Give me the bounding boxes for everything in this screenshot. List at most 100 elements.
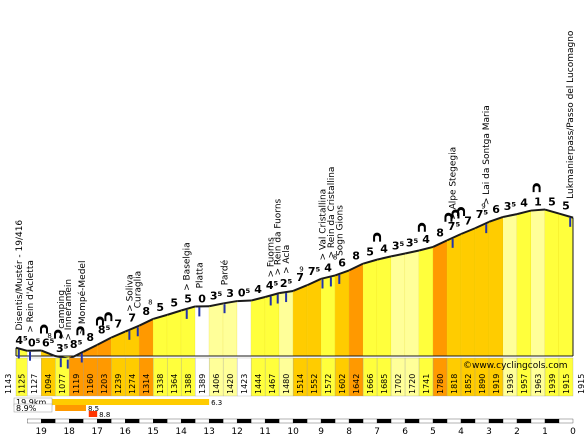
legend-bar (55, 405, 86, 411)
location-label: > Rein da Cristallina (327, 167, 337, 259)
profile-line (474, 220, 490, 230)
profile-segment (377, 256, 392, 356)
axis-stripe (348, 418, 364, 424)
profile-segment (293, 285, 308, 356)
elevation-label: 1780 (436, 374, 445, 394)
profile-line (558, 212, 574, 219)
tunnel-icons (39, 183, 541, 339)
profile-segment (251, 297, 266, 356)
legend-pct: 8.5 (88, 405, 99, 413)
axis-stripe (390, 418, 406, 424)
axis-stripe (418, 418, 434, 424)
profile-line (222, 300, 238, 305)
end-elevation-label: 1915 (577, 374, 586, 394)
axis-stripe (502, 418, 518, 424)
x-tick-label: 0 (570, 427, 576, 437)
profile-line (502, 213, 518, 218)
location-label: Disentis/Mustér - 19/416 (14, 220, 25, 331)
elevation-label: 1444 (254, 374, 263, 394)
location-label: Platta (195, 262, 205, 288)
legend-pct: 6.3 (211, 399, 222, 407)
legend-label: 8.9% (16, 404, 37, 413)
profile-segment (405, 250, 420, 356)
profile-segment (503, 214, 518, 356)
elevation-label: 1602 (338, 374, 347, 394)
axis-stripe (516, 418, 532, 424)
profile-segment (279, 290, 294, 356)
gradient-label: 5 (156, 301, 164, 314)
tunnel-icon (444, 212, 453, 222)
profile-segment (517, 210, 532, 356)
gradient-label: 6 (492, 203, 500, 216)
gradient-label: 4 (380, 242, 388, 255)
gradient-label: 3⁵ (504, 200, 517, 213)
credit-text: ©www.cyclingcols.com (463, 361, 567, 371)
x-tick-label: 12 (231, 427, 242, 437)
profile-segment (391, 253, 406, 356)
profile-segment (139, 318, 154, 356)
elevation-label: 1127 (30, 374, 39, 394)
tunnel-icon (95, 316, 104, 326)
profile-line (488, 216, 504, 223)
profile-segment (419, 246, 434, 356)
elevation-labels: 1125 1127 1094 1077 1119 1160 1203 1239 1274 1314… (4, 357, 586, 397)
profile-line (460, 227, 476, 235)
x-tick-label: 7 (374, 427, 380, 437)
tunnel-icon (373, 232, 382, 242)
gradient-label: 5 (170, 297, 178, 310)
legend-pct: 8.8 (99, 411, 110, 419)
axis-stripe (180, 418, 196, 424)
gradient-label: 7⁵ (448, 220, 461, 233)
elevation-strip (558, 357, 574, 397)
location-label: Pardé (220, 259, 231, 285)
location-label: > Inneramein (64, 279, 74, 341)
axis-stripe (446, 418, 462, 424)
location-label: > Baselgia (183, 242, 193, 291)
gradient-label: 0 (198, 292, 206, 305)
x-tick-label: 15 (147, 427, 158, 437)
max-gradient-label: 8 (148, 298, 152, 306)
x-tick-label: 17 (91, 427, 102, 437)
profile-segment (97, 337, 112, 356)
tunnel-icon (39, 324, 48, 334)
max-gradient-label: 9 (481, 202, 485, 210)
x-tick-label: 4 (458, 427, 464, 437)
elevation-label: 1642 (352, 374, 361, 394)
axis-stripe (292, 418, 308, 424)
elevation-label: 1406 (212, 374, 221, 394)
location-label: > Lai da Sontga Maria (482, 105, 492, 205)
axis-stripe (55, 418, 70, 424)
gradient-label: 7 (296, 271, 304, 284)
elevation-label: 1423 (240, 374, 249, 394)
axis-stripe (376, 418, 392, 424)
max-gradient-label: 9 (299, 266, 303, 274)
profile-line (166, 309, 182, 316)
gradient-label: 6 (338, 256, 346, 269)
profile-segment (237, 300, 252, 356)
profile-segment (209, 303, 224, 356)
tunnel-icon (104, 312, 113, 322)
elevation-label: 1119 (72, 374, 81, 394)
axis-stripe (488, 418, 504, 424)
profile-line (390, 252, 406, 258)
elevation-label: 1915 (562, 374, 571, 394)
tunnel-icon (532, 183, 541, 193)
axis-stripe (125, 418, 140, 424)
profile-segment (489, 216, 504, 356)
x-tick-label: 10 (287, 427, 299, 437)
x-tick-label: 9 (318, 427, 324, 437)
axis-stripe (558, 418, 574, 424)
gradient-label: 7 (128, 312, 136, 325)
elevation-label: 1919 (492, 374, 501, 394)
elevation-label: 1314 (142, 374, 151, 394)
elevation-label: 1702 (394, 374, 403, 394)
axis-stripe (320, 418, 336, 424)
legend-bar (16, 399, 210, 405)
axis-stripe (27, 418, 42, 424)
profile-segment (153, 314, 168, 356)
elevation-label: 1094 (44, 374, 53, 394)
elevation-label: 1957 (520, 374, 529, 394)
location-label: > Soliva (125, 274, 135, 311)
